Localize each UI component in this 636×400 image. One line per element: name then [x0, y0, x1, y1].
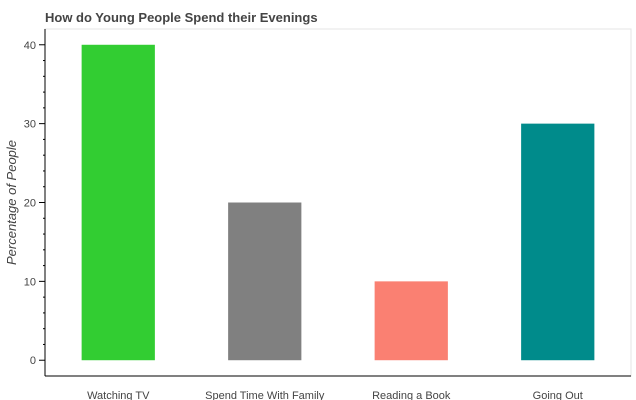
y-tick-label: 10: [24, 276, 36, 288]
y-tick-label: 0: [30, 355, 36, 367]
bar-watching-tv: [81, 44, 155, 361]
y-axis: 0 10 20 30 40: [24, 29, 46, 376]
bar-going-out: [521, 123, 595, 361]
x-tick-label: Spend Time With Family: [205, 390, 325, 400]
x-tick-label: Going Out: [533, 390, 583, 400]
x-tick-label: Watching TV: [87, 390, 150, 400]
x-axis: Watching TV Spend Time With Family Reading…: [45, 375, 631, 400]
bars: [81, 44, 595, 361]
x-tick-label: Reading a Book: [372, 390, 451, 400]
y-tick-label: 20: [24, 198, 36, 210]
y-tick-label: 40: [24, 40, 36, 52]
chart-title: How do Young People Spend their Evenings: [45, 10, 318, 25]
bar-spend-time-with-family: [228, 202, 302, 361]
y-axis-title: Percentage of People: [4, 140, 19, 265]
y-tick-label: 30: [24, 119, 36, 131]
bar-reading-a-book: [374, 281, 448, 361]
